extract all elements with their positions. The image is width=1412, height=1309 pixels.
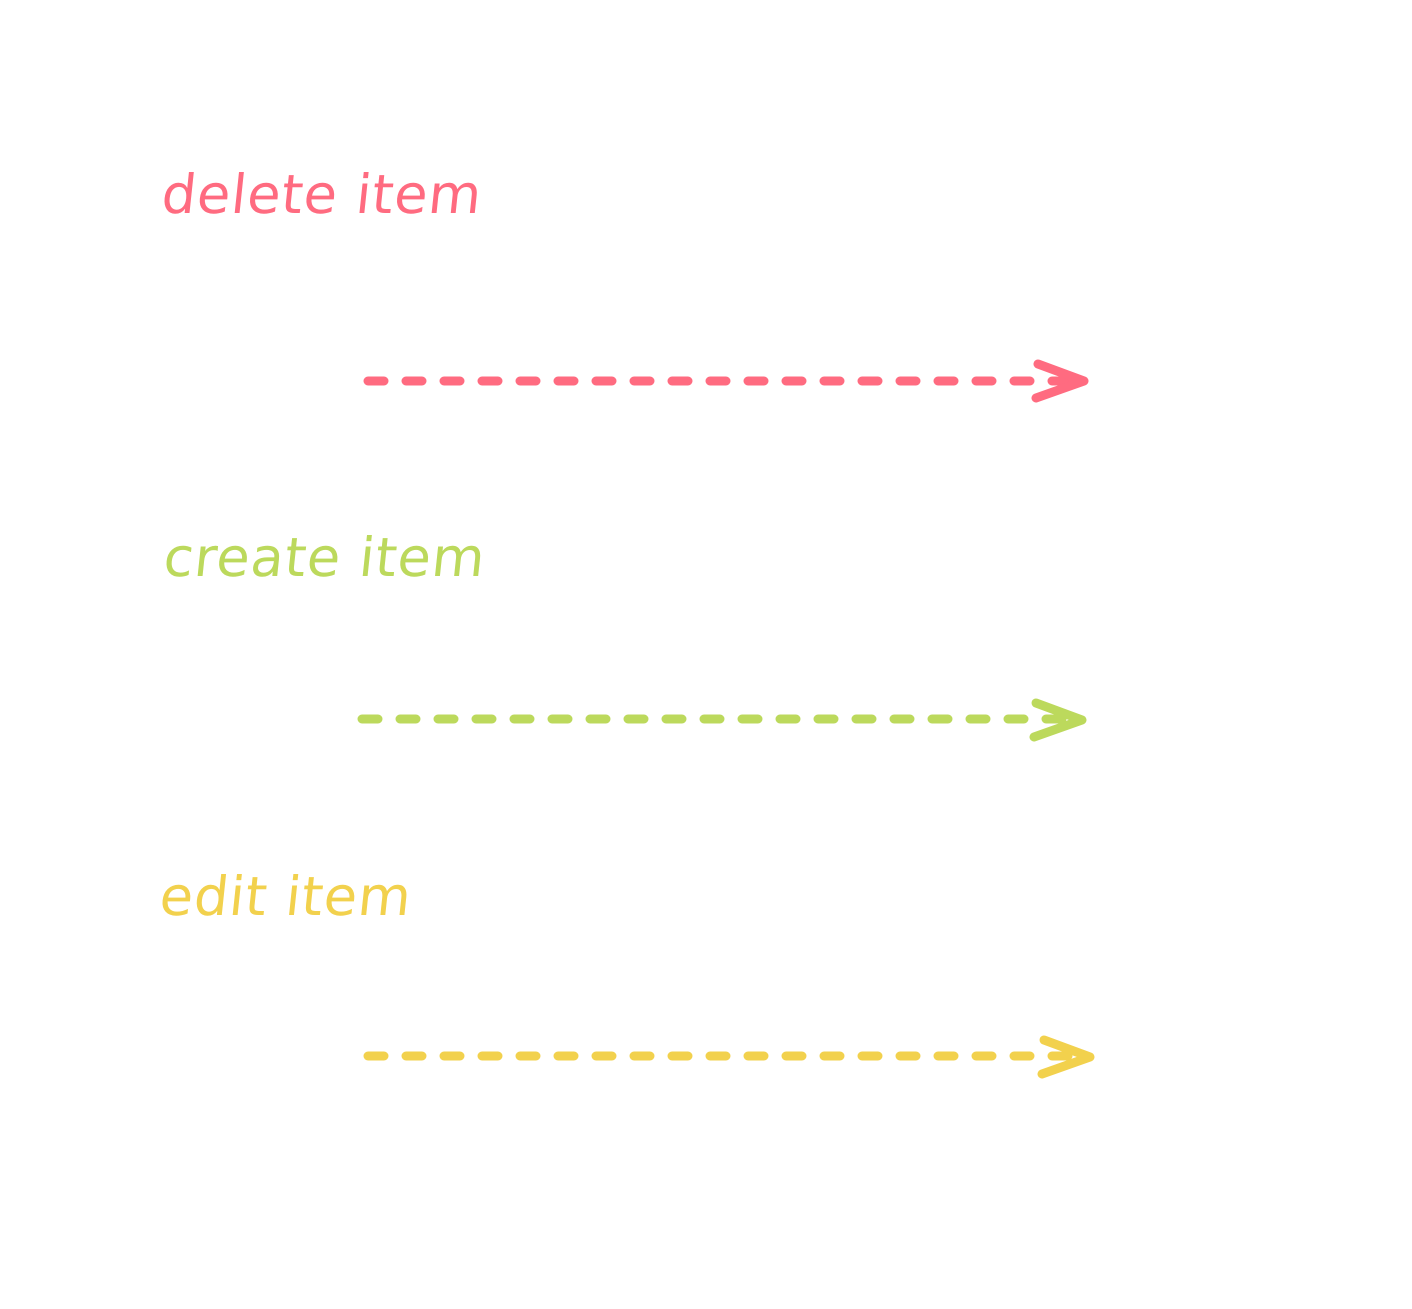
arrow-head-delete [1031, 359, 1089, 403]
dashed-arrow-delete-icon [363, 359, 1089, 403]
arrow-head-create [1029, 698, 1087, 742]
dashed-arrow-edit-icon [363, 1035, 1095, 1079]
dashed-arrow-create-icon [357, 698, 1087, 742]
arrow-head-edit [1037, 1035, 1095, 1079]
